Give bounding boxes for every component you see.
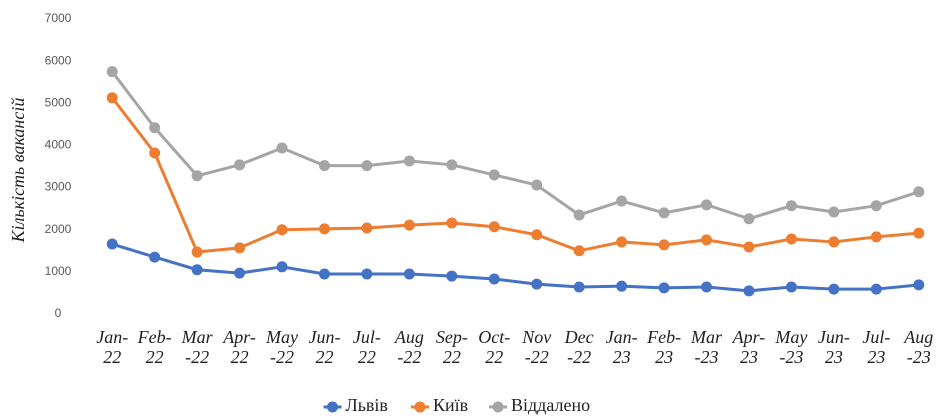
data-point <box>403 155 415 167</box>
data-point <box>191 264 203 276</box>
series-line <box>111 96 919 254</box>
data-point <box>913 279 925 291</box>
legend-swatch <box>414 401 426 413</box>
data-point <box>785 200 797 212</box>
data-point <box>616 280 628 292</box>
data-point <box>785 233 797 245</box>
data-point <box>785 281 797 293</box>
x-tick-label: Apr-23 <box>732 327 766 367</box>
legend-label: Віддалено <box>511 395 590 415</box>
legend-swatch <box>327 401 338 413</box>
data-point <box>318 223 330 235</box>
data-point <box>361 160 373 172</box>
series-line <box>111 70 920 221</box>
data-point <box>870 200 882 212</box>
data-point <box>531 229 543 241</box>
x-tick-label: Jul-23 <box>862 327 890 367</box>
y-tick-label: 4000 <box>45 138 72 152</box>
x-tick-label: Mar -22 <box>181 327 214 367</box>
data-point <box>106 238 118 250</box>
data-point <box>106 92 118 104</box>
y-tick-label: 3000 <box>45 180 72 194</box>
x-tick-label: May -22 <box>265 327 298 367</box>
data-point <box>446 159 458 171</box>
data-point <box>191 246 203 258</box>
x-tick-label: Dec -22 <box>564 327 594 367</box>
series-line <box>111 242 919 293</box>
x-tick-label: Apr-22 <box>222 327 256 367</box>
legend-swatch <box>492 401 504 413</box>
data-point <box>658 282 670 294</box>
data-point <box>573 281 585 293</box>
x-tick-label: Mar -23 <box>690 327 723 367</box>
data-point <box>318 160 330 172</box>
data-point <box>616 236 628 248</box>
data-point <box>701 234 713 246</box>
data-point <box>913 227 925 239</box>
data-point <box>870 283 882 295</box>
data-point <box>106 66 118 78</box>
data-point <box>276 224 288 236</box>
data-point <box>318 268 330 280</box>
data-point <box>488 169 500 181</box>
data-point <box>403 268 415 280</box>
data-point <box>149 147 161 159</box>
data-point <box>743 241 755 253</box>
data-point <box>573 209 585 221</box>
data-point <box>446 270 458 282</box>
data-point <box>616 195 628 207</box>
x-tick-label: Jul-22 <box>353 327 381 367</box>
y-tick-label: 1000 <box>45 264 72 278</box>
data-point <box>743 285 755 297</box>
x-tick-label: Aug -23 <box>903 327 933 367</box>
data-point <box>828 236 840 248</box>
y-tick-label: 2000 <box>45 222 72 236</box>
data-point <box>403 219 415 231</box>
y-tick-label: 0 <box>55 306 62 320</box>
x-tick-label: Jun-22 <box>308 327 340 367</box>
data-point <box>488 273 500 285</box>
legend-label: Київ <box>433 395 468 415</box>
data-point <box>743 213 755 225</box>
data-point <box>191 170 203 182</box>
data-point <box>361 222 373 234</box>
x-tick-label: Aug -22 <box>394 327 424 367</box>
data-point <box>658 239 670 251</box>
data-point <box>446 217 458 229</box>
y-axis-label: Кількість вакансій <box>8 98 28 244</box>
y-tick-label: 6000 <box>45 53 72 67</box>
data-point <box>361 268 373 280</box>
x-tick-label: Sep-22 <box>436 327 468 367</box>
data-point <box>149 251 161 263</box>
data-point <box>531 278 543 290</box>
data-point <box>531 179 543 191</box>
y-tick-label: 5000 <box>45 95 72 109</box>
data-point <box>234 242 246 254</box>
data-point <box>488 221 500 233</box>
x-tick-label: Nov -22 <box>521 327 551 367</box>
x-tick-label: Feb-22 <box>137 327 172 367</box>
data-point <box>234 267 246 279</box>
x-tick-label: Jan-23 <box>606 327 638 367</box>
data-point <box>870 231 882 243</box>
x-tick-label: Jun-23 <box>818 327 850 367</box>
data-point <box>828 206 840 218</box>
data-point <box>658 207 670 219</box>
x-tick-label: Feb-23 <box>646 327 681 367</box>
x-tick-label: Oct-22 <box>478 327 510 367</box>
data-point <box>701 281 713 293</box>
data-point <box>701 199 713 211</box>
data-point <box>276 142 288 154</box>
x-tick-label: Jan-22 <box>96 327 128 367</box>
data-point <box>276 261 288 273</box>
data-point <box>913 186 925 198</box>
x-tick-label: May -23 <box>774 327 807 367</box>
y-tick-label: 7000 <box>45 11 72 25</box>
data-point <box>828 283 840 295</box>
data-point <box>149 122 161 134</box>
data-point <box>573 245 585 257</box>
data-point <box>234 159 246 171</box>
legend-label: Львів <box>346 395 388 415</box>
